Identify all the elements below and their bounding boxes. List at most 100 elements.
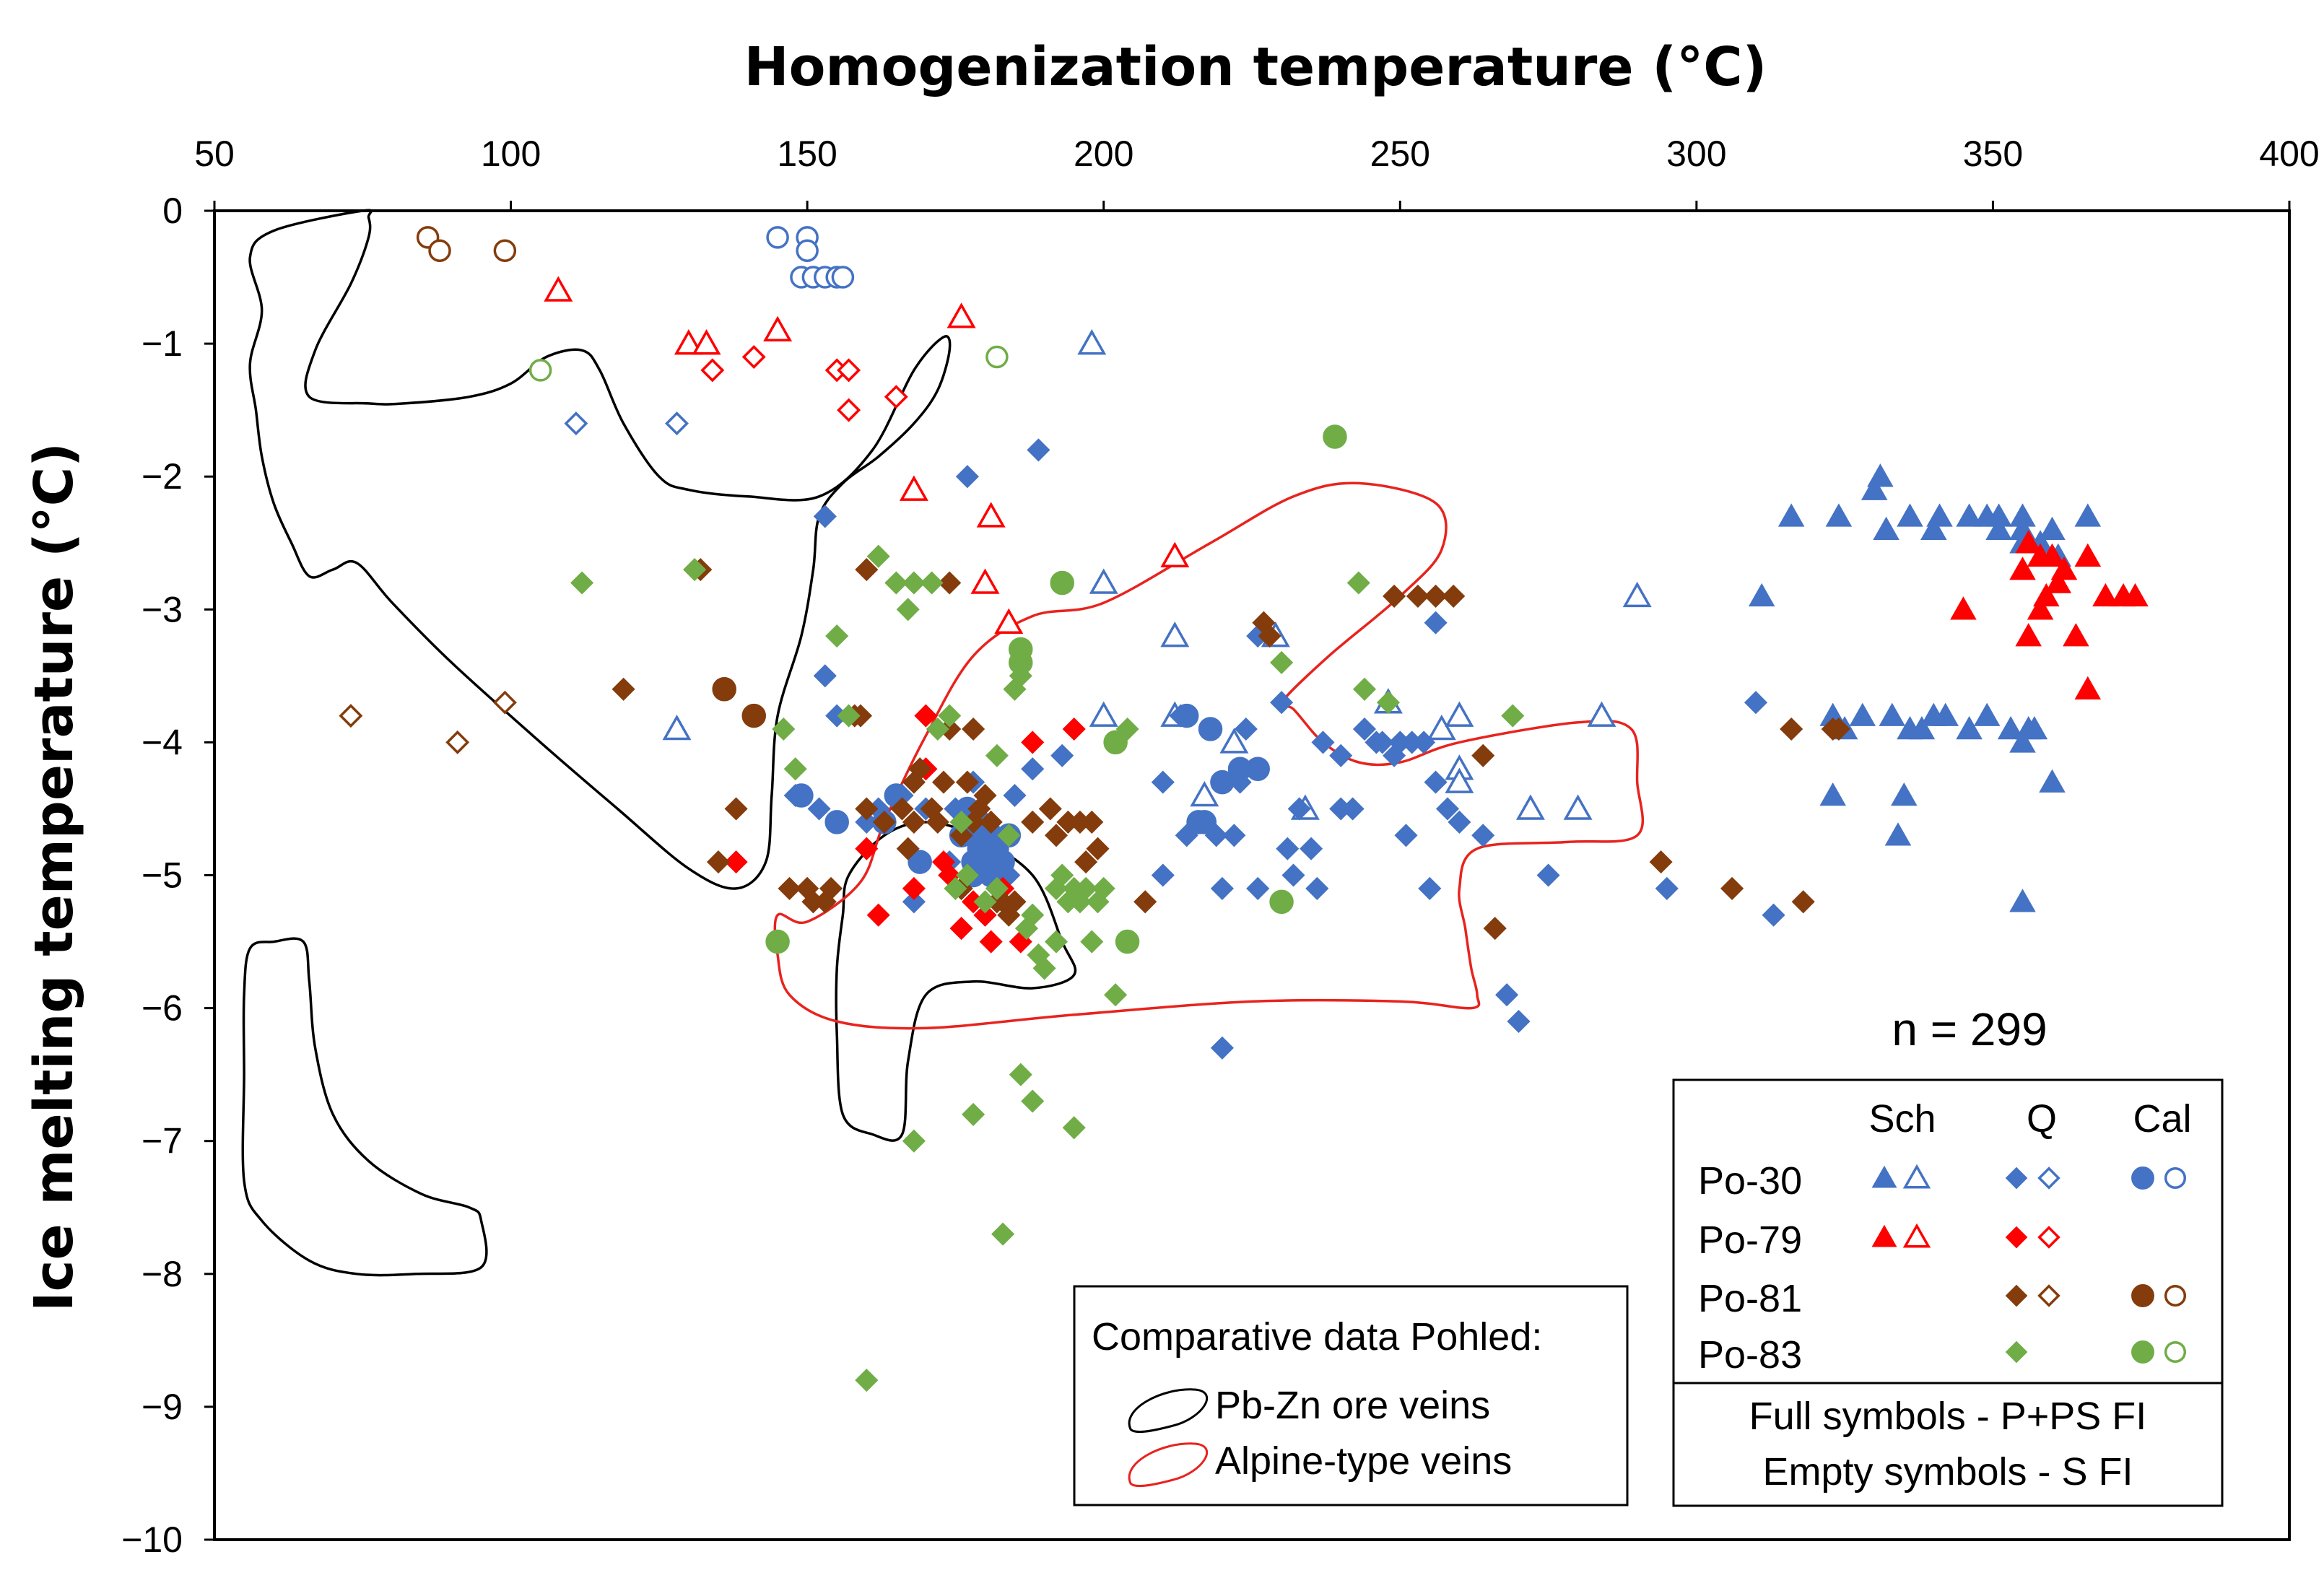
po-30-q-p-ps-point	[1027, 438, 1050, 462]
y-tick-label: −6	[142, 988, 183, 1029]
po-30-cal-p-ps-point	[789, 783, 814, 808]
po-83-q-p-ps-point	[855, 1369, 879, 1392]
po-30-sch-p-ps-point	[1897, 503, 1923, 527]
po-79-q-s-point	[884, 385, 908, 409]
legend-sample-po81: Po-81	[1698, 1277, 1802, 1320]
po-30-q-p-ps-point	[902, 890, 926, 914]
po-81-q-p-ps-point	[1791, 890, 1815, 914]
po-30-q-p-ps-point	[1050, 743, 1074, 767]
po-30-q-p-ps-point	[1744, 691, 1768, 715]
x-tick-label: 400	[2259, 134, 2319, 174]
legend-symbols	[1871, 1164, 2187, 1364]
po-79-sch-p-ps-point	[2009, 557, 2036, 580]
po-83-cal-p-ps-point	[1050, 570, 1074, 596]
y-tick-label: −2	[142, 456, 183, 497]
po-30-sch-p-ps-point	[1777, 503, 1805, 527]
po-81-q-p-ps-point	[938, 571, 962, 595]
po-81-q-p-ps-point	[855, 797, 879, 821]
po-83-q-p-ps-point	[902, 1129, 926, 1153]
po-79-sch-p-ps-point	[2027, 596, 2054, 620]
po-83-q-p-ps-point	[1092, 876, 1115, 900]
po-30-q-p-ps-point	[1003, 783, 1027, 808]
po-83-q-p-ps-point	[938, 704, 962, 728]
po-83-q-p-ps-point	[1376, 691, 1400, 715]
po-83-q-p-ps-point	[884, 571, 908, 595]
po-30-cal-p-ps-point	[1192, 810, 1217, 834]
po-83-q-p-ps-point	[1032, 956, 1056, 980]
legend-po-79-sch-empty-symbol	[1902, 1223, 1931, 1248]
y-tick-label: −8	[142, 1254, 183, 1294]
po-83-q-p-ps-point	[944, 876, 967, 900]
po-79-sch-p-ps-point	[2122, 583, 2149, 607]
po-83-q-p-ps-point	[866, 544, 890, 568]
po-83-q-p-ps-point	[973, 890, 997, 914]
po-30-sch-p-ps-point	[2021, 715, 2048, 740]
po-79-sch-s-point	[674, 329, 703, 355]
x-tick-label: 50	[194, 134, 235, 174]
po-83-cal-p-ps-point	[1269, 889, 1294, 915]
po-81-q-p-ps-point	[819, 876, 843, 900]
alpine-legend-swatch	[1128, 1442, 1209, 1488]
po-81-q-p-ps-point	[1483, 917, 1507, 941]
po-30-q-s-point	[564, 411, 588, 436]
po-79-sch-s-point	[763, 315, 793, 341]
po-30-q-p-ps-point	[1311, 731, 1335, 754]
legend-po-30-cal-empty-symbol	[2164, 1166, 2187, 1190]
po-81-q-p-ps-point	[931, 770, 956, 794]
po-79-sch-s-point	[976, 502, 1006, 528]
po-81-q-p-ps-point	[1258, 624, 1281, 648]
po-79-q-p-ps-point	[1062, 717, 1086, 741]
po-30-sch-p-ps-point	[2074, 503, 2102, 527]
legend-header-q: Q	[2027, 1097, 2057, 1141]
po-83-q-p-ps-point	[825, 624, 849, 648]
comparative-legend: Comparative data Pohled: Pb-Zn ore veins…	[1073, 1285, 1629, 1506]
legend-note-empty: Empty symbols - S FI	[1762, 1450, 2133, 1493]
po-30-sch-p-ps-point	[1873, 516, 1899, 541]
po-79-sch-s-point	[970, 568, 1000, 594]
po-79-q-p-ps-point	[902, 876, 926, 900]
po-30-sch-p-ps-point	[1932, 702, 1959, 726]
po-83-q-p-ps-point	[955, 863, 979, 887]
po-81-q-p-ps-point	[973, 783, 997, 808]
po-30-sch-s-point	[1445, 767, 1474, 793]
po-83-cal-p-ps-point	[765, 929, 790, 954]
legend-po-83-q-full-symbol	[2005, 1340, 2028, 1364]
po-30-q-p-ps-point	[1471, 824, 1495, 847]
po-30-cal-p-ps-point	[824, 810, 849, 834]
po-30-q-p-ps-point	[1762, 903, 1785, 927]
po-30-q-p-ps-point	[1448, 810, 1471, 834]
po-30-q-p-ps-point	[813, 664, 837, 688]
legend-po-30-cal-full-symbol	[2131, 1166, 2154, 1190]
po-30-sch-p-ps-point	[1985, 503, 2012, 527]
po-30-q-p-ps-point	[807, 797, 831, 821]
po-79-sch-p-ps-point	[2092, 583, 2119, 607]
po-79-sch-p-ps-point	[2063, 623, 2089, 647]
po-81-q-p-ps-point	[1044, 824, 1069, 847]
po-81-cal-s-point	[493, 239, 517, 262]
po-83-cal-p-ps-point	[1009, 637, 1033, 662]
po-30-sch-s-point	[1622, 581, 1652, 608]
po-30-cal-s-point	[796, 239, 819, 262]
po-81-q-p-ps-point	[1471, 743, 1495, 767]
po-30-q-p-ps-point	[1341, 797, 1365, 821]
legend-po-83-cal-full-symbol	[2131, 1340, 2154, 1364]
po-30-q-p-ps-point	[1655, 876, 1679, 900]
po-81-q-p-ps-point	[872, 810, 896, 834]
po-83-q-p-ps-point	[570, 571, 594, 595]
po-81-q-p-ps-point	[1720, 876, 1744, 900]
po-30-q-p-ps-point	[1210, 1036, 1234, 1060]
po-30-cal-p-ps-point	[1198, 717, 1223, 741]
po-30-sch-p-ps-point	[1748, 583, 1775, 607]
po-30-q-p-ps-point	[1305, 876, 1329, 900]
po-79-q-p-ps-point	[724, 850, 748, 874]
po-30-sch-p-ps-point	[1956, 715, 1983, 740]
po-81-q-p-ps-point	[778, 876, 801, 900]
legend-po-81-q-full-symbol	[2005, 1284, 2028, 1307]
comparative-legend-title: Comparative data Pohled:	[1092, 1315, 1542, 1359]
po-79-sch-s-point	[994, 608, 1024, 634]
po-30-sch-p-ps-point	[1867, 463, 1894, 487]
po-79-sch-p-ps-point	[2074, 543, 2102, 567]
po-83-q-p-ps-point	[1062, 1116, 1086, 1140]
po-81-q-p-ps-point	[979, 810, 1003, 834]
